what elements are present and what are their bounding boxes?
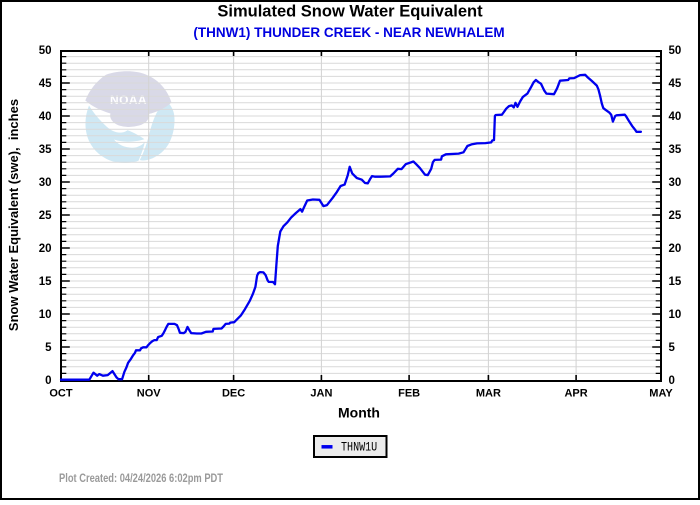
svg-text:30: 30 xyxy=(669,177,682,189)
svg-text:5: 5 xyxy=(45,342,52,354)
svg-text:15: 15 xyxy=(669,276,682,288)
svg-text:Simulated Snow Water Equivalen: Simulated Snow Water Equivalent xyxy=(217,2,483,20)
svg-text:20: 20 xyxy=(669,243,682,255)
svg-text:DEC: DEC xyxy=(222,388,245,400)
svg-text:20: 20 xyxy=(39,243,52,255)
svg-text:NOAA: NOAA xyxy=(110,93,147,107)
svg-text:FEB: FEB xyxy=(398,388,420,400)
svg-text:NOV: NOV xyxy=(137,388,162,400)
svg-text:OCT: OCT xyxy=(49,388,73,400)
svg-text:35: 35 xyxy=(39,144,52,156)
svg-text:Month: Month xyxy=(338,405,380,421)
svg-text:MAR: MAR xyxy=(476,388,501,400)
svg-text:JAN: JAN xyxy=(310,388,332,400)
svg-text:THNW1U: THNW1U xyxy=(341,440,377,455)
svg-text:APR: APR xyxy=(564,388,587,400)
svg-text:5: 5 xyxy=(669,342,676,354)
svg-text:0: 0 xyxy=(45,375,51,387)
svg-text:45: 45 xyxy=(669,78,682,90)
svg-text:0: 0 xyxy=(669,375,675,387)
svg-text:Snow Water Equivalent (swe),: Snow Water Equivalent (swe), inches xyxy=(6,99,21,331)
svg-text:50: 50 xyxy=(39,45,52,57)
svg-text:10: 10 xyxy=(669,309,682,321)
svg-text:15: 15 xyxy=(39,276,52,288)
svg-text:40: 40 xyxy=(39,111,52,123)
svg-text:MAY: MAY xyxy=(649,388,673,400)
svg-text:25: 25 xyxy=(669,210,682,222)
svg-text:(THNW1) THUNDER CREEK - NEAR N: (THNW1) THUNDER CREEK - NEAR NEWHALEM xyxy=(193,25,504,40)
svg-text:40: 40 xyxy=(669,111,682,123)
svg-text:25: 25 xyxy=(39,210,52,222)
svg-text:50: 50 xyxy=(669,45,682,57)
svg-text:Plot Created: 04/24/2026 6:02p: Plot Created: 04/24/2026 6:02pm PDT xyxy=(59,471,224,485)
svg-text:10: 10 xyxy=(39,309,52,321)
svg-text:45: 45 xyxy=(39,78,52,90)
svg-text:35: 35 xyxy=(669,144,682,156)
svg-text:30: 30 xyxy=(39,177,52,189)
